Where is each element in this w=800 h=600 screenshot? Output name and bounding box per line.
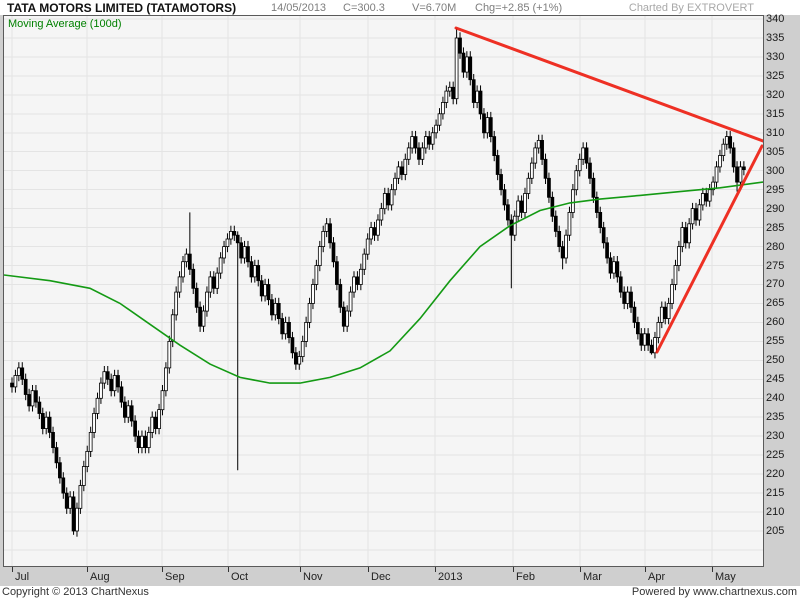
chart-header: TATA MOTORS LIMITED (TATAMOTORS) 14/05/2…	[0, 0, 800, 15]
y-axis-label: 220	[766, 468, 785, 480]
x-axis-tick	[513, 567, 514, 572]
y-axis-label: 305	[766, 146, 785, 158]
y-axis-label: 235	[766, 411, 785, 423]
x-axis-label: 2013	[438, 571, 463, 583]
x-axis: Jul Aug Sep Oct Nov Dec 2013 Feb Mar Apr May	[0, 567, 800, 586]
copyright-text: Copyright © 2013 ChartNexus	[2, 586, 149, 598]
y-axis-label: 250	[766, 354, 785, 366]
x-axis-tick	[435, 567, 436, 572]
x-axis-label: Oct	[231, 571, 249, 583]
price-chart-canvas[interactable]	[4, 16, 763, 566]
y-axis-label: 340	[766, 13, 785, 25]
x-axis-tick	[162, 567, 163, 572]
y-axis-label: 275	[766, 260, 785, 272]
y-axis-label: 205	[766, 525, 785, 537]
y-axis-label: 290	[766, 203, 785, 215]
quote-volume: V=6.70M	[412, 2, 457, 14]
ma-legend-label: Moving Average (100d)	[8, 18, 122, 30]
y-axis-label: 315	[766, 108, 785, 120]
x-axis-label: Sep	[165, 571, 185, 583]
x-axis-label: Feb	[516, 571, 535, 583]
x-axis-tick	[580, 567, 581, 572]
quote-change: Chg=+2.85 (+1%)	[475, 2, 563, 14]
y-axis-label: 325	[766, 70, 785, 82]
x-axis-tick	[300, 567, 301, 572]
footer: Copyright © 2013 ChartNexus Powered by w…	[0, 586, 800, 600]
y-axis-label: 260	[766, 316, 785, 328]
y-axis-label: 230	[766, 430, 785, 442]
x-axis-label: Dec	[371, 571, 391, 583]
x-axis-label: Jul	[15, 571, 30, 583]
y-axis-label: 225	[766, 449, 785, 461]
x-axis-tick	[645, 567, 646, 572]
y-axis-label: 265	[766, 297, 785, 309]
x-axis-label: Aug	[90, 571, 110, 583]
trendlines	[454, 26, 763, 354]
candlestick-series	[10, 28, 746, 537]
powered-by-text: Powered by www.chartnexus.com	[631, 586, 797, 598]
x-axis-label: May	[715, 571, 736, 583]
moving-average-line	[4, 181, 763, 384]
x-axis-tick	[712, 567, 713, 572]
x-axis-label: Mar	[583, 571, 602, 583]
y-axis-label: 240	[766, 392, 785, 404]
x-axis-label: Nov	[303, 571, 323, 583]
y-axis: 340 335 330 325 320 315 310 305 300 295 290 285 280 2…	[765, 13, 800, 568]
y-axis-label: 210	[766, 506, 785, 518]
x-axis-tick	[228, 567, 229, 572]
x-axis-tick	[368, 567, 369, 572]
y-axis-label: 245	[766, 373, 785, 385]
y-axis-label: 335	[766, 32, 785, 44]
charted-by-label: Charted By EXTROVERT	[628, 2, 754, 14]
y-axis-label: 270	[766, 278, 785, 290]
y-axis-label: 215	[766, 487, 785, 499]
x-axis-tick	[87, 567, 88, 572]
quote-date: 14/05/2013	[271, 2, 327, 14]
y-axis-label: 295	[766, 184, 785, 196]
y-axis-label: 330	[766, 51, 785, 63]
chart-plot-area[interactable]: Moving Average (100d)	[3, 15, 764, 567]
y-axis-label: 310	[766, 127, 785, 139]
instrument-title: TATA MOTORS LIMITED (TATAMOTORS)	[7, 1, 237, 15]
y-axis-label: 300	[766, 165, 785, 177]
y-axis-label: 255	[766, 335, 785, 347]
x-axis-tick	[12, 567, 13, 572]
y-axis-label: 280	[766, 241, 785, 253]
y-axis-label: 285	[766, 222, 785, 234]
quote-close: C=300.3	[343, 2, 385, 14]
y-axis-label: 320	[766, 89, 785, 101]
x-axis-label: Apr	[648, 571, 666, 583]
